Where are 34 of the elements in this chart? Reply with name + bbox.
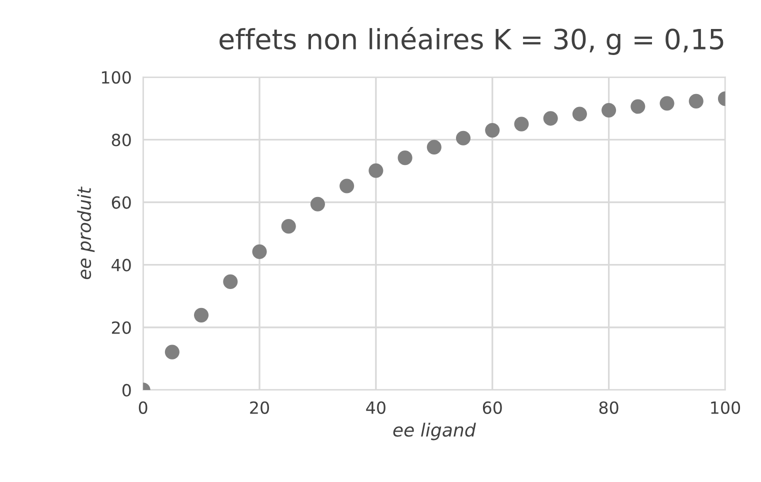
chart-title: effets non linéaires K = 30, g = 0,15: [220, 26, 724, 55]
y-tick-label: 60: [112, 196, 131, 209]
point: [164, 344, 180, 360]
point: [252, 244, 267, 259]
x-tick-label: 100: [711, 401, 740, 414]
y-tick-label: 80: [112, 134, 131, 146]
y-tick-label: 100: [102, 71, 131, 84]
point: [340, 178, 354, 194]
point: [398, 150, 412, 166]
point: [194, 308, 209, 322]
point: [543, 111, 558, 126]
x-tick-label: 0: [138, 401, 148, 414]
point: [223, 274, 238, 289]
point: [368, 163, 384, 178]
point: [602, 102, 616, 118]
x-tick-label: 40: [366, 401, 386, 414]
y-tick-label: 40: [112, 258, 131, 272]
y-tick-label: 20: [112, 321, 131, 334]
point: [660, 96, 674, 111]
point: [572, 106, 587, 122]
point: [514, 116, 529, 132]
point: [485, 123, 500, 138]
point: [281, 219, 296, 234]
point: [456, 130, 471, 146]
y-axis-title: ee produit: [77, 186, 95, 280]
point: [310, 196, 325, 212]
point: [688, 94, 704, 108]
point: [426, 140, 442, 154]
x-axis-title: ee ligand: [393, 422, 476, 440]
x-tick-label: 20: [250, 401, 269, 414]
x-tick-label: 60: [482, 401, 502, 414]
point: [630, 99, 646, 114]
x-tick-label: 80: [599, 401, 618, 414]
y-tick-label: 0: [122, 384, 131, 397]
